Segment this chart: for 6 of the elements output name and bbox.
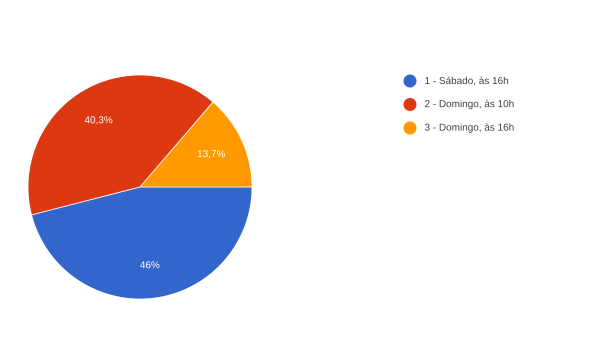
- data-label: 46%: [140, 261, 160, 268]
- legend-label: 2 - Domingo, às 10h: [425, 100, 514, 110]
- data-label: 13,7%: [198, 150, 226, 158]
- legend-label: 3 - Domingo, às 16h: [424, 123, 514, 133]
- legend-label: 1 - Sábado, às 16h: [425, 76, 508, 86]
- data-label: 40,3%: [84, 116, 112, 125]
